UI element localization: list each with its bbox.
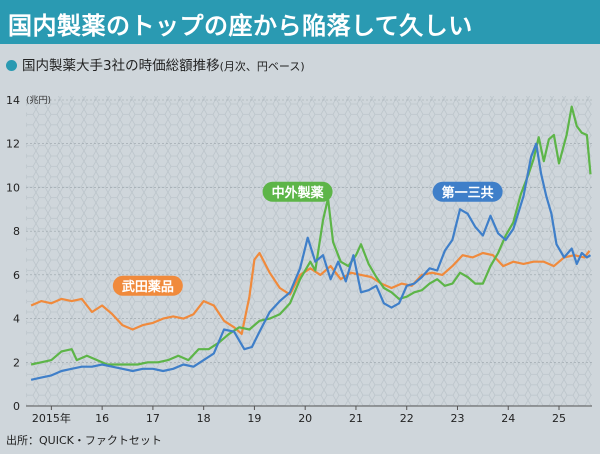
y-axis-label: (兆円) xyxy=(26,95,51,106)
y-tick-label: 4 xyxy=(13,313,20,326)
y-tick-label: 10 xyxy=(6,181,20,194)
x-tick-label: 25 xyxy=(552,412,566,425)
y-tick-label: 6 xyxy=(13,269,20,282)
series-label-text: 第一三共 xyxy=(442,185,494,201)
y-axis: 0 2 4 6 8 10 12 14 xyxy=(6,94,20,413)
series-line xyxy=(30,142,592,381)
bullet-dot-icon xyxy=(6,60,17,71)
series-label-pill xyxy=(262,181,333,202)
series-label-text: 中外製薬 xyxy=(272,185,325,201)
y-tick-label: 2 xyxy=(13,356,20,369)
chart-subtitle: 国内製薬大手3社の時価総額推移 xyxy=(22,58,220,74)
series-label-pill xyxy=(112,275,183,296)
chart-subtitle-note: (月次、円ベース) xyxy=(219,60,305,73)
x-tick-label: 16 xyxy=(95,412,109,425)
x-tick-label: 21 xyxy=(349,412,363,425)
x-tick-label: 17 xyxy=(146,412,160,425)
series-labels: 武田薬品 中外製薬 第一三共 xyxy=(112,181,503,296)
page-title: 国内製薬のトップの座から陥落して久しい xyxy=(8,12,473,40)
series-label-text: 武田薬品 xyxy=(122,279,174,295)
y-tick-label: 0 xyxy=(13,400,20,413)
series-line xyxy=(30,105,592,366)
y-tick-label: 12 xyxy=(6,138,20,151)
x-tick-label: 2015年 xyxy=(32,411,71,425)
series-lines xyxy=(30,105,592,381)
x-axis: 2015年 16 17 18 19 20 21 22 23 24 25 xyxy=(32,406,566,425)
x-tick-label: 18 xyxy=(197,412,211,425)
plot-background xyxy=(26,96,592,406)
y-tick-label: 8 xyxy=(13,225,20,238)
source-note: 出所：QUICK・ファクトセット xyxy=(6,434,162,447)
x-tick-label: 23 xyxy=(450,412,464,425)
x-tick-label: 24 xyxy=(501,412,515,425)
x-tick-label: 20 xyxy=(298,412,312,425)
series-label-pill xyxy=(432,181,503,202)
x-tick-label: 22 xyxy=(400,412,414,425)
subtitle-row: 国内製薬大手3社の時価総額推移(月次、円ベース) xyxy=(6,54,305,74)
y-tick-label: 14 xyxy=(6,94,20,107)
title-bar: 国内製薬のトップの座から陥落して久しい xyxy=(0,0,600,44)
x-tick-label: 19 xyxy=(247,412,261,425)
